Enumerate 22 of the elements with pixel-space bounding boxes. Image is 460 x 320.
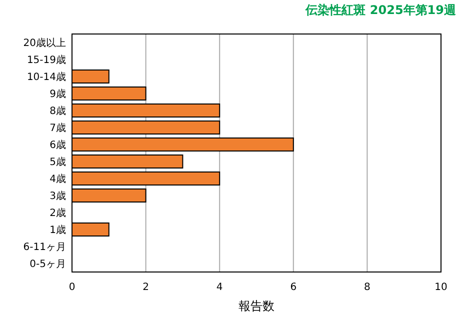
y-tick-label: 8歳	[50, 105, 66, 117]
y-tick-label: 6歳	[50, 139, 66, 151]
x-tick-label: 8	[364, 282, 370, 293]
y-tick-label: 1歳	[50, 224, 66, 236]
y-tick-label: 10-14歳	[26, 71, 66, 83]
x-axis-title: 報告数	[238, 299, 274, 313]
y-tick-label: 3歳	[50, 190, 66, 202]
x-tick-label: 2	[142, 282, 149, 293]
x-tick-label: 10	[434, 282, 448, 293]
x-tick-label: 4	[216, 282, 223, 293]
y-tick-label: 6-11ヶ月	[23, 242, 66, 253]
y-tick-label: 4歳	[50, 173, 66, 185]
x-tick-label: 6	[290, 282, 297, 293]
y-tick-label: 20歳以上	[23, 37, 66, 49]
y-tick-label: 0-5ヶ月	[30, 259, 66, 270]
x-tick-label: 0	[68, 282, 76, 293]
y-tick-label: 15-19歳	[26, 54, 66, 66]
chart-title: 伝染性紅斑 2025年第19週	[304, 3, 457, 17]
y-tick-label: 2歳	[50, 207, 66, 219]
y-tick-label: 7歳	[50, 122, 66, 134]
y-tick-label: 9歳	[50, 88, 66, 100]
y-tick-label: 5歳	[50, 156, 66, 168]
